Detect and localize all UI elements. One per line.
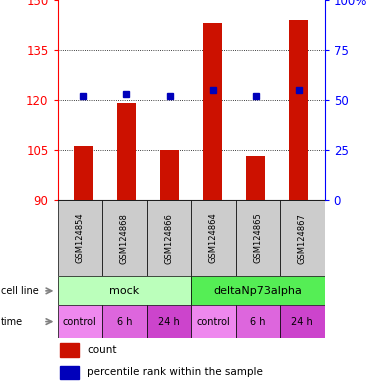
Text: GSM124867: GSM124867 xyxy=(298,213,307,263)
Text: 6 h: 6 h xyxy=(116,316,132,327)
Bar xyxy=(191,276,325,305)
Text: GSM124868: GSM124868 xyxy=(120,213,129,263)
Text: deltaNp73alpha: deltaNp73alpha xyxy=(213,286,302,296)
Text: percentile rank within the sample: percentile rank within the sample xyxy=(87,367,263,377)
Bar xyxy=(203,23,222,200)
Bar xyxy=(58,305,102,338)
Bar xyxy=(60,366,79,379)
Text: cell line: cell line xyxy=(1,286,39,296)
Bar xyxy=(74,146,93,200)
Bar xyxy=(58,200,102,276)
Bar xyxy=(58,276,191,305)
Text: GSM124864: GSM124864 xyxy=(209,213,218,263)
Bar xyxy=(102,200,147,276)
Text: control: control xyxy=(63,316,96,327)
Bar xyxy=(147,305,191,338)
Text: GSM124865: GSM124865 xyxy=(253,213,262,263)
Bar xyxy=(191,200,236,276)
Bar xyxy=(60,343,79,357)
Bar xyxy=(236,305,280,338)
Bar xyxy=(280,200,325,276)
Bar xyxy=(160,150,179,200)
Bar xyxy=(246,156,265,200)
Text: time: time xyxy=(1,316,23,327)
Bar xyxy=(191,305,236,338)
Text: GSM124866: GSM124866 xyxy=(164,213,173,263)
Bar xyxy=(236,200,280,276)
Bar xyxy=(147,200,191,276)
Text: control: control xyxy=(197,316,230,327)
Text: GSM124854: GSM124854 xyxy=(75,213,84,263)
Text: 6 h: 6 h xyxy=(250,316,266,327)
Bar xyxy=(102,305,147,338)
Bar xyxy=(289,20,308,200)
Bar xyxy=(117,103,136,200)
Text: 24 h: 24 h xyxy=(158,316,180,327)
Text: 24 h: 24 h xyxy=(292,316,313,327)
Text: count: count xyxy=(87,345,116,355)
Bar xyxy=(280,305,325,338)
Text: mock: mock xyxy=(109,286,139,296)
